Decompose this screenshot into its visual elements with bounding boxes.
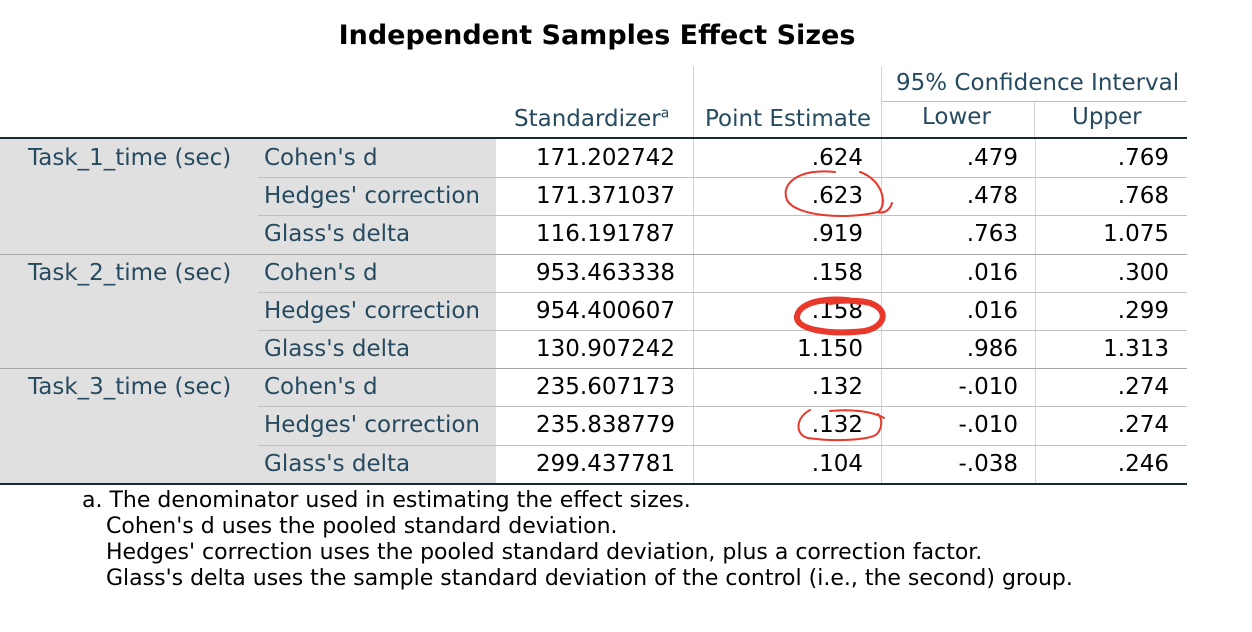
measure-label: Glass's delta — [264, 336, 411, 362]
standardizer-value: 953.463338 — [535, 259, 675, 286]
ci-lower-value: .478 — [966, 183, 1018, 210]
footnote-cohen: Cohen's d uses the pooled standard devia… — [106, 514, 618, 539]
ci-upper-value: 1.313 — [1103, 336, 1169, 362]
ci-upper-value: .299 — [1117, 297, 1169, 324]
measure-label: Cohen's d — [264, 374, 378, 401]
ci-lower-value: .986 — [966, 336, 1018, 362]
measure-label: Hedges' correction — [264, 183, 480, 210]
ci-lower-value: .016 — [966, 297, 1018, 324]
standardizer-header-text: Standardizer — [514, 106, 661, 132]
point-estimate-value: .623 — [811, 183, 863, 210]
row-separator — [258, 330, 1187, 331]
point-estimate-value: .104 — [811, 450, 863, 477]
point-estimate-value: .158 — [811, 297, 863, 324]
ci-upper-value: .274 — [1117, 412, 1169, 439]
standardizer-value: 116.191787 — [535, 221, 675, 248]
measure-label: Glass's delta — [264, 221, 411, 248]
header-divider-left — [693, 66, 694, 138]
footnote-glass: Glass's delta uses the sample standard d… — [106, 566, 1073, 591]
ci-lower-value: -.010 — [958, 412, 1018, 439]
ci-upper-value: .768 — [1117, 183, 1169, 210]
header-divider-ci — [881, 66, 882, 138]
ci-header: 95% Confidence Interval — [896, 70, 1180, 96]
body-divider-lo — [1035, 139, 1036, 483]
measure-label: Cohen's d — [264, 259, 378, 286]
ci-upper-value: .246 — [1117, 450, 1169, 477]
body-divider-std — [693, 139, 694, 483]
ci-lower-value: .479 — [966, 145, 1018, 171]
measure-label: Glass's delta — [264, 450, 411, 477]
point-estimate-value: .624 — [811, 145, 863, 171]
standardizer-value: 299.437781 — [535, 450, 675, 477]
group-separator — [0, 253, 1187, 255]
upper-header: Upper — [1072, 104, 1142, 130]
ci-lower-value: -.038 — [958, 450, 1018, 477]
row-separator — [258, 215, 1187, 217]
standardizer-value: 171.202742 — [535, 145, 675, 171]
measure-label: Cohen's d — [264, 145, 378, 171]
standardizer-value: 954.400607 — [535, 297, 675, 324]
row-header-background — [0, 139, 496, 483]
standardizer-value: 235.838779 — [535, 412, 675, 439]
ci-lower-value: .016 — [966, 259, 1018, 286]
row-separator — [258, 406, 1187, 408]
table-top-rule — [0, 137, 1187, 139]
point-estimate-value: .132 — [811, 412, 863, 439]
group-label: Task_3_time (sec) — [28, 374, 232, 401]
row-separator — [258, 444, 1187, 446]
standardizer-value: 130.907242 — [535, 336, 675, 362]
table-title: Independent Samples Effect Sizes — [338, 20, 856, 51]
ci-lower-value: -.010 — [958, 374, 1018, 401]
group-label: Task_2_time (sec) — [28, 259, 232, 286]
ci-upper-value: .300 — [1117, 259, 1169, 286]
ci-upper-value: .274 — [1117, 374, 1169, 401]
standardizer-value: 235.607173 — [535, 374, 675, 401]
header-divider-lower — [1034, 102, 1035, 138]
footnote-a: a. The denominator used in estimating th… — [82, 488, 691, 513]
footnote-hedges: Hedges' correction uses the pooled stand… — [106, 540, 983, 565]
row-separator — [258, 291, 1187, 293]
measure-label: Hedges' correction — [264, 412, 480, 439]
ci-upper-value: .769 — [1117, 145, 1169, 171]
point-estimate-value: .132 — [811, 374, 863, 401]
standardizer-value: 171.371037 — [535, 183, 675, 210]
lower-header: Lower — [922, 104, 991, 130]
measure-label: Hedges' correction — [264, 297, 480, 324]
table-bottom-rule — [0, 482, 1187, 485]
ci-upper-value: 1.075 — [1103, 221, 1169, 248]
group-label: Task_1_time (sec) — [28, 145, 232, 171]
row-separator — [258, 177, 1187, 179]
point-estimate-value: 1.150 — [797, 336, 863, 362]
standardizer-footnote-marker: a — [660, 105, 670, 122]
ci-underline — [882, 101, 1187, 102]
point-estimate-value: .158 — [811, 259, 863, 286]
ci-lower-value: .763 — [966, 221, 1018, 248]
point-estimate-header: Point Estimate — [705, 106, 872, 132]
footnotes: a. The denominator used in estimating th… — [82, 488, 1073, 592]
standardizer-header: Standardizera — [514, 100, 694, 138]
point-estimate-value: .919 — [811, 221, 863, 248]
group-separator — [0, 368, 1187, 370]
